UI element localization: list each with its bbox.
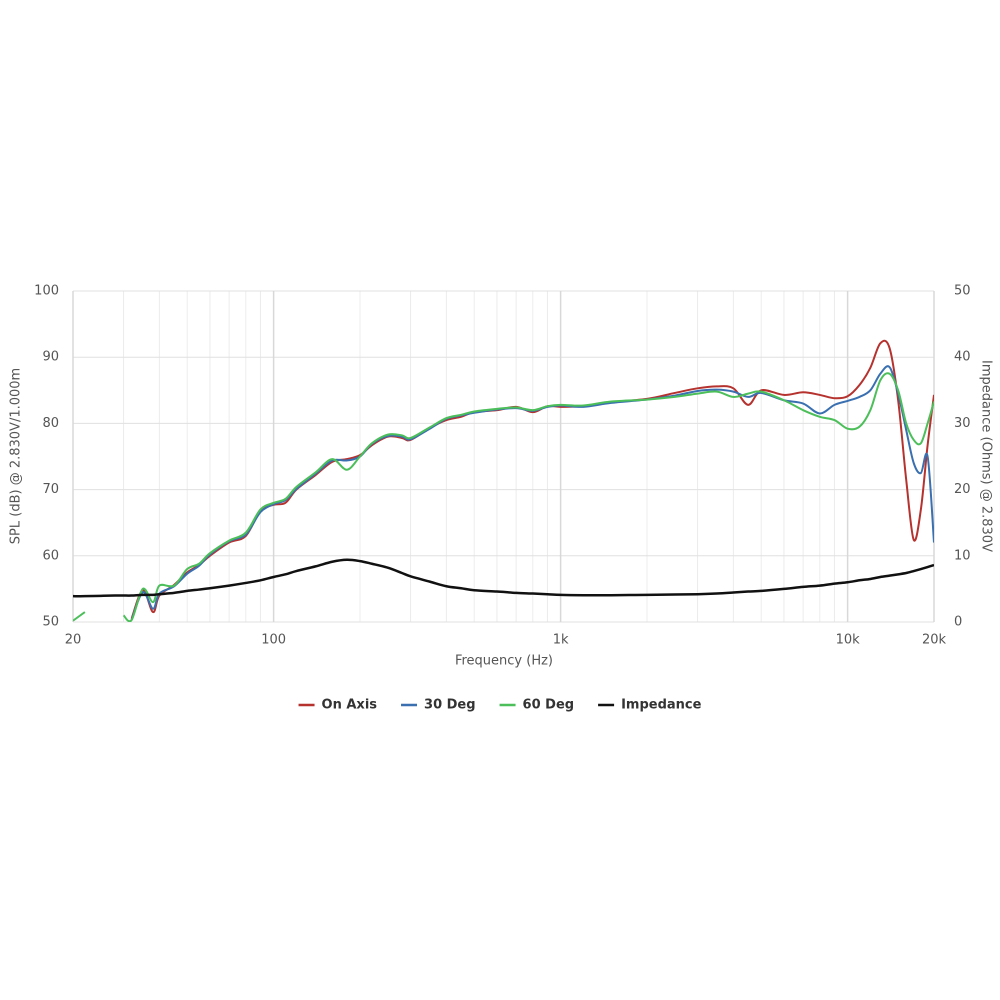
legend-item[interactable]: Impedance [598,698,702,713]
legend-label: 30 Deg [424,698,476,713]
x-tick-label: 100 [261,633,286,648]
plot-area [73,339,934,622]
y-tick-label: 80 [42,416,59,431]
series-line [73,558,934,598]
x-tick-label: 20 [65,633,82,648]
y2-tick-label: 0 [954,615,962,630]
series-line [73,372,934,622]
legend-label: 60 Deg [523,698,575,713]
legend-label: On Axis [322,698,378,713]
legend: On Axis 30 Deg 60 Deg Impedance [298,698,702,713]
y-tick-label: 70 [42,482,59,497]
x-tick-label: 1k [553,633,569,648]
legend-item[interactable]: On Axis [298,698,378,713]
y2-axis-label: Impedance (Ohms) @ 2.830V [979,360,994,552]
y-tick-label: 90 [42,350,59,365]
y-tick-label: 60 [42,548,59,563]
y2-tick-label: 10 [954,548,971,563]
legend-label: Impedance [621,698,702,713]
y-tick-label: 100 [34,284,59,299]
x-tick-label: 10k [836,633,861,648]
y-axis-label: SPL (dB) @ 2.830V/1.000m [9,368,24,544]
y2-tick-label: 30 [954,416,971,431]
y2-tick-label: 40 [954,350,971,365]
y2-tick-label: 20 [954,482,971,497]
x-axis-label: Frequency (Hz) [455,654,553,669]
legend-item[interactable]: 60 Deg [499,698,575,713]
legend-item[interactable]: 30 Deg [401,698,476,713]
x-tick-label: 20k [922,633,947,648]
y2-tick-label: 50 [954,284,971,299]
y-tick-label: 50 [42,615,59,630]
